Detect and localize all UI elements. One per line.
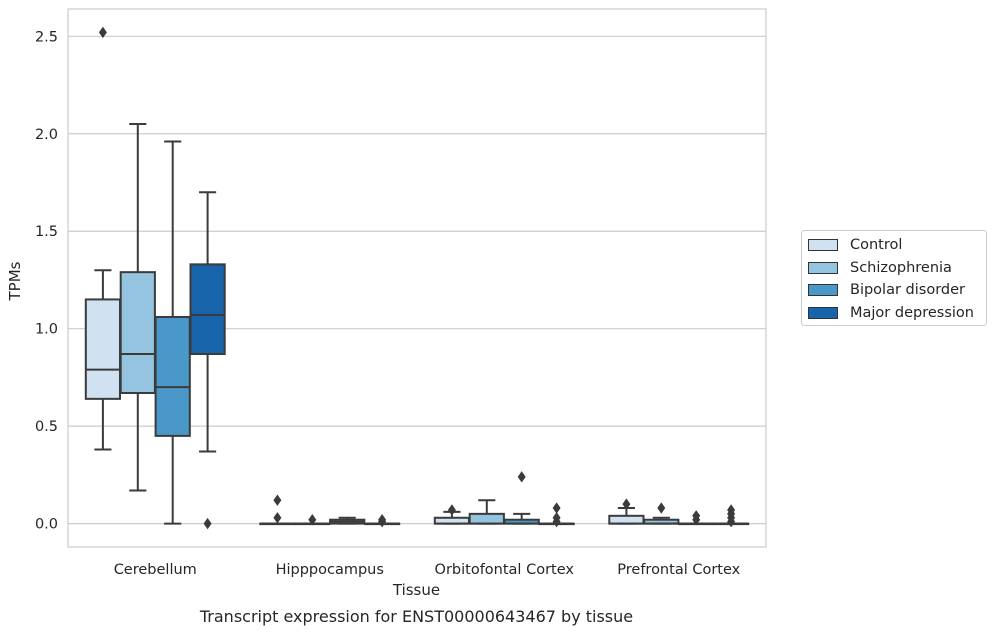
y-tick-label: 2.0 <box>35 127 58 143</box>
box-0-0 <box>84 26 122 451</box>
box-2-1 <box>329 516 366 525</box>
legend-swatch <box>808 261 838 274</box>
outlier-point <box>552 512 561 524</box>
outlier-point <box>622 498 631 510</box>
legend-label: Bipolar disorder <box>850 282 965 298</box>
chart-footnote: Transcript expression for ENST0000064346… <box>199 607 634 626</box>
outlier-point <box>98 26 107 39</box>
box-0-3 <box>608 498 645 525</box>
x-tick-label: Cerebellum <box>114 562 197 578</box>
outlier-point <box>727 504 736 516</box>
legend-item: Bipolar disorder <box>808 281 965 299</box>
outlier-point <box>308 514 317 526</box>
box-3-0 <box>189 191 226 530</box>
box-iqr <box>119 271 156 395</box>
box-iqr <box>608 514 645 525</box>
y-tick-label: 1.0 <box>35 322 58 338</box>
outlier-point <box>692 510 701 522</box>
legend-label: Schizophrenia <box>850 259 952 276</box>
box-iqr <box>84 298 122 400</box>
y-tick-label: 0.5 <box>35 419 58 435</box>
legend-item: Schizophrenia <box>808 259 952 277</box>
legend-label: Major depression <box>850 304 974 321</box>
box-0-2 <box>433 504 471 525</box>
outlier-point <box>203 517 212 530</box>
outlier-point <box>273 512 282 524</box>
box-3-1 <box>363 514 401 528</box>
box-iqr <box>154 315 191 437</box>
y-tick-label: 0.0 <box>35 517 58 533</box>
box-1-0 <box>119 123 156 492</box>
y-axis-label: TPMs <box>6 261 24 301</box>
legend-item: Control <box>808 236 902 254</box>
legend-swatch <box>808 239 838 251</box>
outlier-point <box>273 494 282 506</box>
outlier-point <box>447 504 456 516</box>
x-tick-label: Hipppocampus <box>276 562 384 578</box>
legend: Control Schizophrenia Bipolar disorder Majo… <box>801 230 987 326</box>
box-1-3 <box>643 502 680 525</box>
box-3-3 <box>712 504 750 528</box>
legend-label: Control <box>850 237 903 253</box>
box-3-2 <box>538 502 575 528</box>
box-iqr <box>189 263 226 356</box>
x-axis-label: Tissue <box>392 581 441 599</box>
box-2-0 <box>154 140 191 525</box>
plot-area <box>67 8 767 548</box>
legend-swatch <box>808 284 838 296</box>
x-tick-label: Orbitofontal Cortex <box>435 562 575 578</box>
legend-swatch <box>808 306 838 319</box>
outlier-point <box>552 502 561 514</box>
box-iqr <box>468 512 505 525</box>
y-tick-label: 1.5 <box>35 224 58 240</box>
legend-item: Major depression <box>808 304 974 322</box>
box-2-2 <box>503 471 540 525</box>
outlier-point <box>657 502 666 514</box>
outlier-point <box>378 514 387 526</box>
outlier-point <box>517 471 526 483</box>
x-tick-label: Prefrontal Cortex <box>617 562 740 578</box>
y-tick-label: 2.5 <box>35 29 58 45</box>
